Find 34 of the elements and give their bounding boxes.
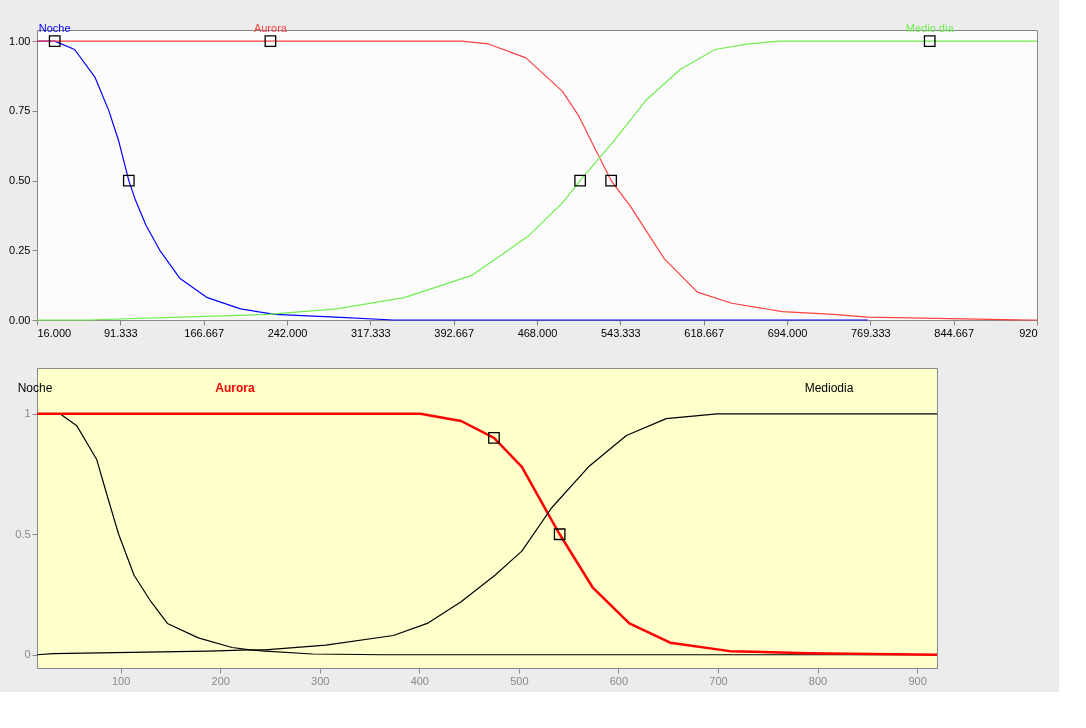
x-tick-label: 800 <box>808 674 828 687</box>
x-tick-label: 900 <box>908 674 927 687</box>
y-tick-label: 0.00 <box>9 313 31 326</box>
x-tick-label: 844.667 <box>934 326 975 339</box>
y-tick-label: 0 <box>24 648 31 661</box>
y-tick-label: 0.75 <box>9 104 31 117</box>
x-tick-label: 500 <box>510 674 529 687</box>
annotation: Aurora <box>215 381 255 395</box>
x-tick-label: 100 <box>111 674 131 687</box>
y-tick-label: 0.5 <box>15 527 31 540</box>
x-tick-label: 769.333 <box>850 326 891 339</box>
x-tick-label: 242.000 <box>267 326 308 339</box>
x-tick-label: 317.333 <box>350 326 391 339</box>
x-tick-label: 543.333 <box>600 326 641 339</box>
y-tick-label: 1 <box>24 407 31 420</box>
x-tick-label: 618.667 <box>684 326 725 339</box>
x-tick-label: 700 <box>709 674 728 687</box>
annotation: Noche <box>38 22 71 35</box>
x-tick-label: 392.667 <box>434 326 475 339</box>
y-tick-label: 0.50 <box>9 174 31 187</box>
y-tick-label: 0.25 <box>9 243 31 256</box>
annotation: Noche <box>17 381 53 395</box>
x-tick-label: 16.000 <box>37 326 72 339</box>
x-tick-label: 166.667 <box>184 326 225 339</box>
x-tick-label: 400 <box>410 674 429 687</box>
x-tick-label: 200 <box>211 674 230 687</box>
x-tick-label: 91.333 <box>104 326 138 339</box>
x-tick-label: 600 <box>609 674 629 687</box>
x-tick-label: 694.000 <box>767 326 808 339</box>
y-tick-label: 1.00 <box>9 34 31 47</box>
x-tick-label: 468.000 <box>517 326 558 339</box>
x-tick-label: 300 <box>311 674 330 687</box>
annotation: Mediodia <box>804 381 854 395</box>
x-tick-label: 920 <box>1019 326 1038 339</box>
